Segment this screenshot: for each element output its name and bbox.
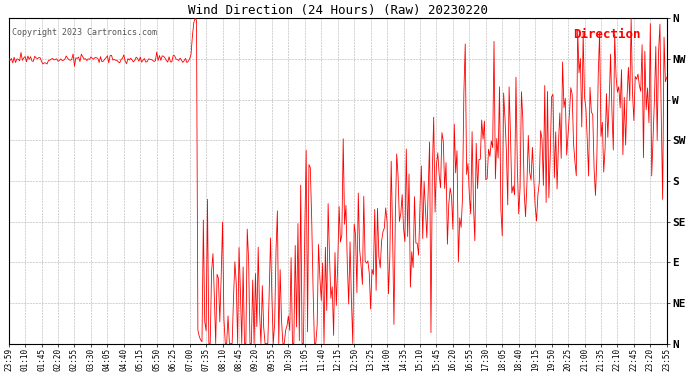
Text: Direction: Direction bbox=[573, 28, 640, 41]
Title: Wind Direction (24 Hours) (Raw) 20230220: Wind Direction (24 Hours) (Raw) 20230220 bbox=[188, 4, 488, 17]
Text: Copyright 2023 Cartronics.com: Copyright 2023 Cartronics.com bbox=[12, 28, 157, 37]
